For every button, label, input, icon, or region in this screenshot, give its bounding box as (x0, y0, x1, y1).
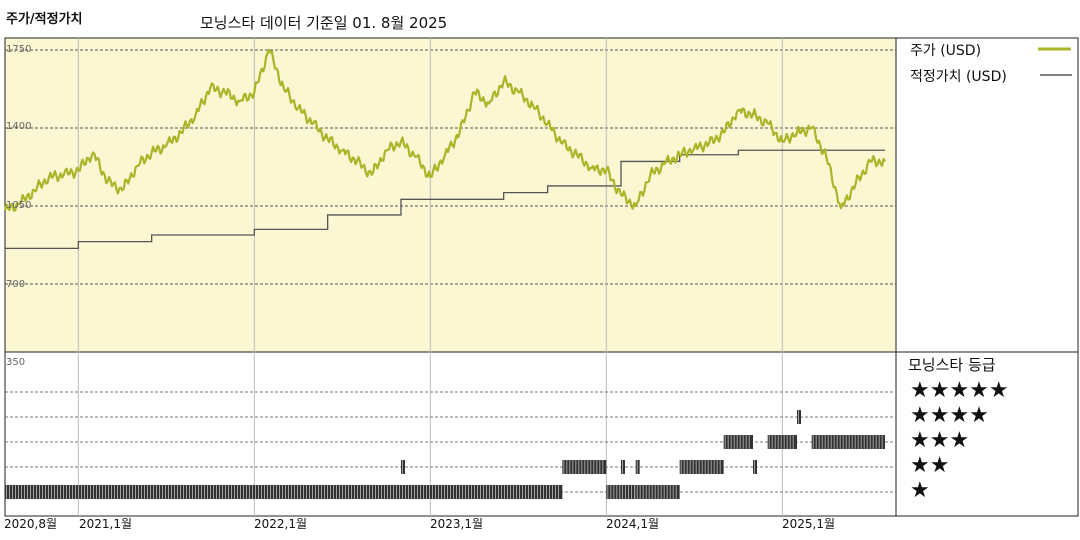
legend-fair-value-label: 적정가치 (USD) (910, 69, 1007, 85)
y-tick-1750: 1750 (6, 44, 32, 55)
x-tick-2023-1: 2023,1월 (430, 517, 484, 531)
rating-bar-7 (635, 485, 680, 499)
rating-bar-13 (811, 435, 885, 449)
price-line-path (3, 48, 886, 212)
chart-subtitle: 모닝스타 데이터 기준일 01. 8월 2025 (200, 14, 448, 32)
rating-5-stars: ★★★★★ (910, 378, 1009, 403)
gridlines (5, 38, 896, 516)
rating-bar-8 (679, 460, 724, 474)
x-tick-2024-1: 2024,1월 (606, 517, 660, 531)
rating-1-star: ★ (910, 478, 930, 503)
rating-panel-title: 모닝스타 등급 (908, 356, 996, 374)
fair-value-series (5, 149, 885, 249)
x-tick-2021-1: 2021,1월 (79, 517, 133, 531)
y-tick-700: 700 (6, 279, 26, 290)
rating-bars (5, 410, 885, 499)
rating-2-stars: ★★ (910, 453, 950, 478)
x-tick-2025-1: 2025,1월 (782, 517, 836, 531)
rating-bar-3 (606, 485, 621, 499)
rating-bar-6 (635, 460, 640, 474)
rating-bar-5 (621, 485, 636, 499)
rating-bar-12 (797, 410, 801, 424)
x-tick-2022-1: 2022,1월 (254, 517, 308, 531)
price-series (3, 48, 886, 212)
y-tick-1400: 1400 (6, 121, 32, 132)
chart-title: 주가/적정가치 (6, 12, 83, 27)
y-tick-350: 350 (6, 357, 26, 368)
rating-bar-11 (753, 460, 757, 474)
x-tick-2020-8: 2020,8월 (4, 517, 58, 531)
rating-bar-10 (767, 435, 797, 449)
rating-3-stars: ★★★ (910, 428, 970, 453)
rating-bar-4 (621, 460, 625, 474)
chart-frame (4, 37, 1079, 517)
upper-panel-background (5, 38, 896, 352)
y-tick-1050: 1050 (6, 200, 32, 211)
legend-price-label: 주가 (USD) (910, 43, 982, 59)
rating-gridlines (5, 391, 896, 493)
rating-bar-2 (562, 460, 607, 474)
rating-bar-1 (401, 460, 405, 474)
fair-value-line-path (5, 149, 885, 249)
rating-bar-0 (5, 485, 563, 499)
rating-4-stars: ★★★★ (910, 403, 989, 428)
rating-bar-9 (723, 435, 753, 449)
